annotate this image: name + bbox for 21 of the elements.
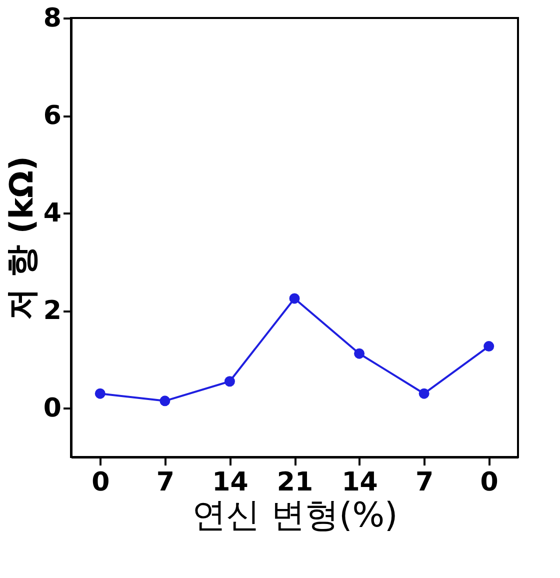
point [289, 293, 300, 304]
point [160, 396, 170, 406]
x-axis-title: 연신 변형(%) [192, 496, 398, 536]
x-tick-label: 7 [156, 468, 174, 498]
x-tick-label: 21 [276, 468, 314, 498]
y-tick-label: 0 [43, 394, 62, 424]
x-tick-label: 0 [92, 468, 110, 498]
point [484, 341, 494, 352]
x-tick-label: 0 [480, 468, 498, 498]
y-tick-label: 8 [43, 4, 62, 34]
x-tick-label: 14 [342, 468, 378, 498]
y-tick-label: 4 [43, 198, 62, 229]
y-tick-label: 2 [43, 296, 62, 326]
point [354, 348, 365, 359]
x-tick-label: 14 [212, 468, 248, 498]
point [94, 388, 106, 399]
point [224, 376, 235, 387]
point [418, 388, 430, 399]
x-tick-label: 7 [416, 468, 434, 498]
y-tick-label: 6 [43, 101, 62, 132]
y-axis-title: 저 항 (kΩ) [2, 156, 40, 320]
